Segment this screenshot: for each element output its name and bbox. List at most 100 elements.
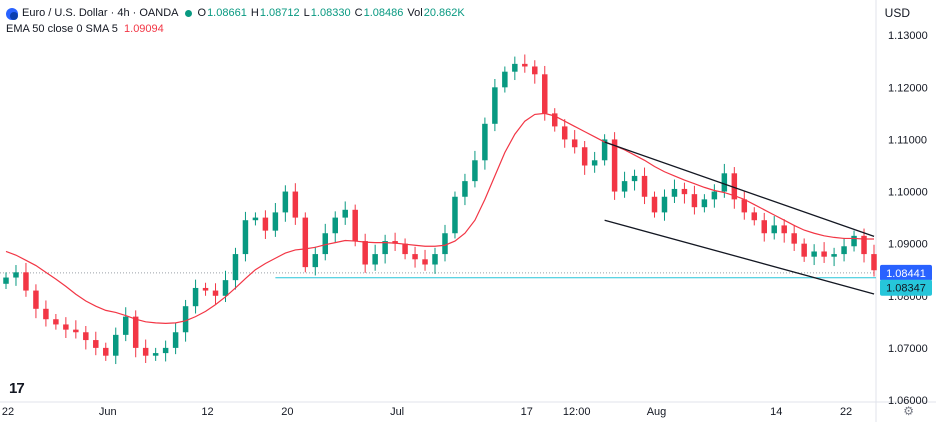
candle-body bbox=[821, 251, 827, 257]
candle-body bbox=[302, 217, 309, 268]
current-price-label: 1.08441 bbox=[886, 268, 926, 280]
y-tick-label: 1.07000 bbox=[888, 343, 928, 355]
candle-body bbox=[362, 241, 368, 265]
candle-body bbox=[801, 243, 807, 257]
x-tick-label: 22 bbox=[2, 406, 14, 418]
candle-body bbox=[591, 160, 598, 166]
current-price-badge bbox=[880, 264, 932, 281]
symbol-header[interactable]: Euro / U.S. Dollar · 4h · OANDA O1.08661 … bbox=[22, 7, 466, 19]
candle-body bbox=[731, 173, 738, 200]
candle-body bbox=[3, 277, 9, 284]
candle-body bbox=[352, 209, 358, 242]
candle-body bbox=[43, 308, 49, 320]
candle-body bbox=[242, 220, 249, 255]
candle-body bbox=[212, 290, 219, 296]
candle-body bbox=[182, 306, 189, 333]
y-tick-label: 1.10000 bbox=[888, 187, 928, 199]
indicator-legend[interactable]: EMA 50 close 0 SMA 5 1.09094 bbox=[6, 23, 164, 35]
candle-body bbox=[172, 332, 179, 348]
candle-body bbox=[23, 272, 29, 291]
y-tick-label: 1.13000 bbox=[888, 30, 928, 42]
market-status-icon bbox=[184, 9, 192, 17]
candle-body bbox=[681, 188, 688, 195]
candle-body bbox=[502, 71, 508, 88]
candle-body bbox=[661, 196, 668, 213]
candle-body bbox=[571, 139, 578, 148]
candle-body bbox=[322, 233, 329, 255]
x-tick-label: Jun bbox=[99, 406, 117, 418]
candle-body bbox=[222, 280, 229, 296]
candle-body bbox=[392, 241, 398, 244]
candle-body bbox=[262, 217, 269, 231]
candle-body bbox=[601, 139, 608, 161]
candle-body bbox=[372, 254, 378, 265]
candle-body bbox=[651, 196, 658, 213]
y-tick-label: 1.11000 bbox=[888, 134, 927, 146]
x-tick-label: Aug bbox=[647, 406, 667, 418]
candle-body bbox=[332, 217, 338, 234]
candle-body bbox=[462, 181, 468, 197]
x-tick-label: 17 bbox=[521, 406, 533, 418]
x-tick-label: 20 bbox=[281, 406, 293, 418]
candle-body bbox=[701, 199, 708, 208]
candle-body bbox=[382, 241, 388, 255]
candle-body bbox=[551, 113, 558, 127]
candle-body bbox=[781, 225, 787, 234]
y-tick-label: 1.06000 bbox=[888, 395, 928, 407]
indicator-name: EMA 50 close 0 SMA 5 bbox=[6, 23, 118, 35]
x-tick-label: 22 bbox=[840, 406, 852, 418]
settings-gear-icon[interactable]: ⚙ bbox=[903, 404, 914, 418]
candle-body bbox=[132, 316, 139, 348]
candle-body bbox=[671, 188, 678, 197]
y-tick-label: 1.12000 bbox=[888, 82, 928, 94]
candle-body bbox=[342, 209, 348, 218]
candle-body bbox=[63, 324, 69, 330]
candle-body bbox=[13, 272, 19, 278]
candle-body bbox=[831, 254, 837, 257]
candle-body bbox=[841, 246, 847, 255]
candle-body bbox=[53, 319, 59, 325]
candle-body bbox=[721, 173, 728, 192]
candle-body bbox=[232, 254, 239, 281]
ema-50-line bbox=[5, 112, 874, 324]
candle-body bbox=[791, 233, 797, 244]
x-tick-label: 12 bbox=[201, 406, 213, 418]
candle-body bbox=[581, 147, 588, 166]
candle-body bbox=[402, 243, 408, 255]
channel-upper-line bbox=[604, 141, 875, 238]
candle-body bbox=[93, 340, 99, 348]
candle-body bbox=[492, 87, 498, 124]
candle-body bbox=[861, 235, 867, 255]
candle-body bbox=[202, 287, 209, 291]
tradingview-logo[interactable]: 17 bbox=[9, 380, 25, 397]
support-price-label: 1.08347 bbox=[886, 283, 926, 295]
symbol-title[interactable]: Euro / U.S. Dollar · 4h · OANDA bbox=[22, 7, 179, 19]
currency-label[interactable]: USD bbox=[884, 6, 910, 20]
candle-body bbox=[522, 63, 528, 67]
candle-body bbox=[192, 287, 199, 307]
candle-body bbox=[113, 334, 119, 356]
candle-body bbox=[432, 254, 438, 265]
x-tick-label: 12:00 bbox=[563, 406, 591, 418]
candle-body bbox=[761, 220, 767, 234]
candle-body bbox=[292, 191, 299, 218]
y-tick-label: 1.09000 bbox=[888, 239, 928, 251]
candle-body bbox=[751, 212, 758, 221]
candle-body bbox=[561, 126, 568, 140]
candle-body bbox=[252, 217, 259, 221]
indicator-value: 1.09094 bbox=[124, 23, 164, 35]
candle-body bbox=[472, 160, 478, 182]
candle-body bbox=[532, 66, 538, 75]
candle-body bbox=[811, 251, 817, 257]
ohlc-values: O1.08661 H1.08712 L1.08330 C1.08486 Vol2… bbox=[197, 7, 465, 19]
candle-body bbox=[452, 196, 458, 234]
candle-body bbox=[741, 199, 748, 213]
candle-body bbox=[272, 212, 279, 231]
candle-body bbox=[162, 347, 169, 354]
support-price-badge bbox=[880, 279, 932, 296]
candle-body bbox=[422, 259, 428, 265]
candle-body bbox=[771, 225, 777, 234]
candle-body bbox=[631, 175, 638, 182]
